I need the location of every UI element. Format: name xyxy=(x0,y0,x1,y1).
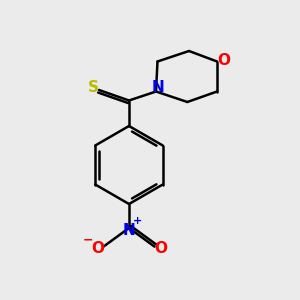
Text: O: O xyxy=(217,52,230,68)
Text: O: O xyxy=(154,241,167,256)
Text: S: S xyxy=(88,80,98,94)
Text: O: O xyxy=(91,241,104,256)
Text: N: N xyxy=(152,80,165,95)
Text: +: + xyxy=(133,216,142,226)
Text: N: N xyxy=(123,223,135,238)
Text: −: − xyxy=(82,233,93,247)
